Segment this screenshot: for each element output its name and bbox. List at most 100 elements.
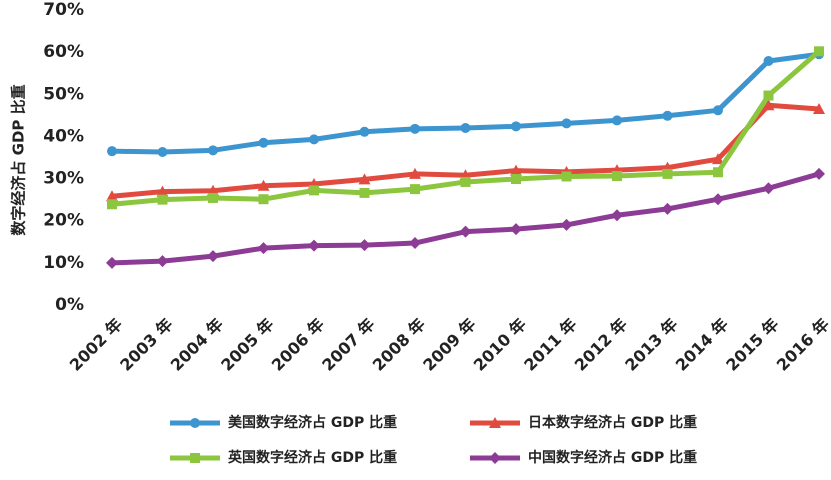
data-point bbox=[763, 55, 774, 66]
data-point bbox=[107, 199, 117, 210]
legend-item: 英国数字经济占 GDP 比重 bbox=[170, 449, 397, 466]
data-point bbox=[106, 256, 118, 269]
data-point bbox=[156, 255, 169, 268]
data-point bbox=[258, 137, 269, 148]
series-uk bbox=[107, 46, 824, 210]
legend-marker bbox=[190, 453, 200, 463]
data-point bbox=[460, 123, 471, 133]
legend-marker bbox=[489, 417, 501, 428]
legend-label: 日本数字经济占 GDP 比重 bbox=[528, 414, 697, 431]
x-tick-label: 2013 年 bbox=[621, 315, 681, 375]
data-point bbox=[258, 194, 269, 205]
data-point bbox=[510, 164, 522, 176]
data-point bbox=[762, 99, 775, 111]
data-point bbox=[208, 192, 218, 203]
y-tick-label: 70% bbox=[43, 0, 84, 20]
data-point bbox=[762, 182, 775, 195]
data-point bbox=[410, 184, 420, 195]
data-point bbox=[309, 134, 319, 145]
data-point bbox=[814, 46, 824, 57]
legend-label: 美国数字经济占 GDP 比重 bbox=[228, 414, 397, 431]
data-point bbox=[157, 147, 168, 158]
x-tick-label: 2012 年 bbox=[571, 315, 631, 375]
x-tick-label: 2016 年 bbox=[773, 315, 831, 375]
legend-item: 日本数字经济占 GDP 比重 bbox=[470, 414, 697, 431]
data-point bbox=[410, 123, 420, 134]
x-tick-label: 2011 年 bbox=[520, 315, 580, 375]
data-point bbox=[510, 223, 522, 236]
data-point bbox=[409, 167, 421, 179]
data-point bbox=[561, 171, 572, 182]
legend-label: 英国数字经济占 GDP 比重 bbox=[227, 449, 397, 466]
series-line bbox=[109, 51, 822, 155]
data-point bbox=[156, 185, 169, 197]
x-tick-label: 2002 年 bbox=[66, 315, 126, 375]
data-point bbox=[308, 239, 320, 252]
x-tick-label: 2007 年 bbox=[318, 315, 378, 375]
series-us bbox=[107, 49, 824, 158]
data-point bbox=[611, 209, 623, 222]
legend-marker bbox=[190, 418, 200, 428]
data-point bbox=[813, 167, 825, 180]
plot-area bbox=[106, 46, 825, 269]
data-point bbox=[511, 173, 521, 184]
y-tick-label: 0% bbox=[55, 295, 84, 315]
data-point bbox=[106, 190, 118, 202]
x-tick-label: 2004 年 bbox=[167, 315, 227, 375]
x-tick-label: 2014 年 bbox=[672, 315, 732, 375]
series-china bbox=[106, 167, 825, 269]
data-point bbox=[409, 237, 421, 250]
data-point bbox=[207, 250, 219, 263]
y-tick-label: 40% bbox=[43, 126, 84, 146]
y-tick-label: 60% bbox=[43, 42, 84, 62]
data-point bbox=[713, 167, 723, 178]
x-tick-label: 2003 年 bbox=[116, 315, 176, 375]
data-point bbox=[661, 202, 674, 215]
legend-item: 中国数字经济占 GDP 比重 bbox=[470, 449, 697, 466]
data-point bbox=[257, 179, 270, 191]
data-point bbox=[257, 242, 270, 255]
data-point bbox=[813, 103, 825, 115]
data-point bbox=[157, 194, 168, 205]
data-point bbox=[713, 105, 723, 116]
x-tick-label: 2005 年 bbox=[217, 315, 277, 375]
series-line bbox=[109, 171, 822, 266]
data-point bbox=[358, 173, 371, 185]
y-axis-ticks: 0% 10% 20% 30% 40% 50% 60% 70% bbox=[43, 0, 84, 315]
y-tick-label: 50% bbox=[43, 84, 84, 104]
data-point bbox=[612, 171, 622, 182]
data-point bbox=[560, 218, 573, 231]
data-point bbox=[511, 121, 521, 132]
y-axis-label: 数字经济占 GDP 比重 bbox=[10, 84, 28, 235]
data-point bbox=[309, 185, 319, 196]
y-tick-label: 20% bbox=[43, 211, 84, 231]
data-point bbox=[359, 187, 370, 198]
data-point bbox=[460, 176, 471, 187]
data-point bbox=[208, 145, 218, 156]
data-point bbox=[763, 90, 774, 101]
data-point bbox=[459, 225, 472, 238]
data-point bbox=[359, 126, 370, 137]
x-tick-label: 2009 年 bbox=[419, 315, 479, 375]
x-tick-label: 2006 年 bbox=[268, 315, 328, 375]
x-tick-label: 2008 年 bbox=[369, 315, 429, 375]
data-point bbox=[358, 239, 371, 252]
data-point bbox=[662, 110, 673, 121]
legend-label: 中国数字经济占 GDP 比重 bbox=[528, 449, 697, 466]
y-tick-label: 10% bbox=[43, 253, 84, 273]
x-tick-label: 2010 年 bbox=[470, 315, 530, 375]
x-tick-label: 2015 年 bbox=[722, 315, 782, 375]
data-point bbox=[712, 153, 724, 165]
y-tick-label: 30% bbox=[43, 169, 84, 189]
data-point bbox=[612, 115, 622, 126]
legend-marker bbox=[489, 452, 501, 464]
data-point bbox=[107, 146, 117, 157]
legend-item: 美国数字经济占 GDP 比重 bbox=[170, 414, 397, 431]
data-point bbox=[712, 193, 724, 206]
data-point bbox=[561, 118, 572, 129]
data-point bbox=[662, 168, 673, 179]
